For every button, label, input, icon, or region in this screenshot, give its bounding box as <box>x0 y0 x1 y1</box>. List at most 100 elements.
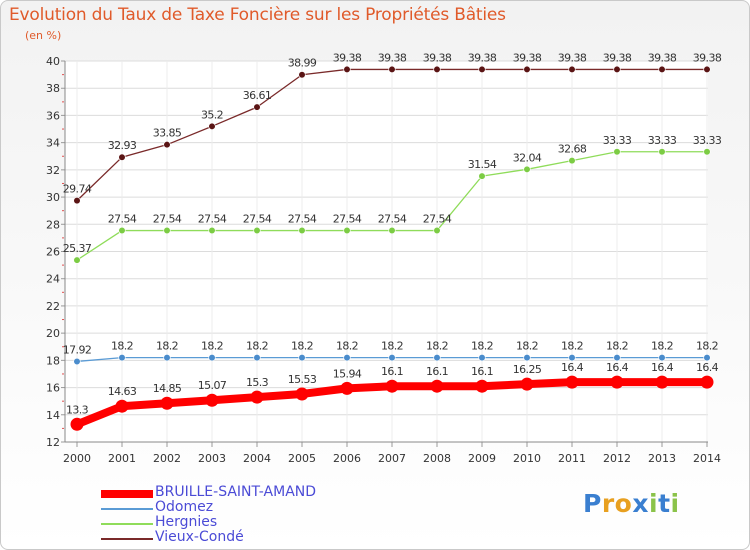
data-point <box>163 226 171 235</box>
data-point <box>703 65 711 74</box>
data-point <box>523 65 531 74</box>
y-tick-label: 32 <box>46 164 60 177</box>
data-label: 16.25 <box>513 363 542 376</box>
logo-letter: P <box>583 489 602 518</box>
data-point <box>433 65 441 74</box>
y-tick-label: 22 <box>46 300 60 313</box>
data-point <box>340 381 354 395</box>
legend-label: Hergnies <box>155 514 218 530</box>
x-tick-label: 2013 <box>648 452 676 465</box>
data-point <box>658 148 666 156</box>
data-point <box>295 387 309 401</box>
data-label: 33.33 <box>603 134 632 147</box>
data-label: 27.54 <box>423 213 452 226</box>
data-label: 14.63 <box>108 385 137 398</box>
y-tick-label: 34 <box>46 137 60 150</box>
data-point <box>613 354 621 362</box>
logo-letter: i <box>670 489 680 518</box>
data-label: 33.85 <box>153 127 182 140</box>
y-tick-label: 40 <box>46 55 60 68</box>
x-tick-label: 2006 <box>333 452 361 465</box>
data-label: 39.38 <box>603 51 632 64</box>
legend-label: Odomez <box>155 499 214 515</box>
y-tick-label: 28 <box>46 218 60 231</box>
y-tick-label: 18 <box>46 354 60 367</box>
data-point <box>163 354 171 362</box>
data-label: 39.38 <box>558 51 587 64</box>
y-tick-label: 36 <box>46 109 60 122</box>
x-tick-label: 2007 <box>378 452 406 465</box>
data-point <box>388 354 396 362</box>
y-axis-unit-label: (en %) <box>25 29 62 42</box>
data-label: 17.92 <box>63 343 92 356</box>
logo-letter: x <box>632 489 649 518</box>
data-point <box>73 357 81 366</box>
data-point <box>568 157 576 165</box>
y-tick-label: 20 <box>46 327 60 340</box>
data-point <box>565 375 579 389</box>
data-label: 35.2 <box>201 108 223 121</box>
data-point <box>658 354 666 362</box>
data-point <box>205 393 219 407</box>
logo-letter: r <box>601 489 615 518</box>
data-label: 31.54 <box>468 158 497 171</box>
y-tick-label: 12 <box>46 436 60 449</box>
data-label: 15.53 <box>288 373 317 386</box>
data-label: 39.38 <box>513 51 542 64</box>
logo-letter: t <box>658 489 671 518</box>
data-label: 27.54 <box>153 213 182 226</box>
y-tick-label: 24 <box>46 273 60 286</box>
data-label: 32.04 <box>513 151 542 164</box>
y-tick-label: 38 <box>46 82 60 95</box>
x-tick-label: 2001 <box>108 452 136 465</box>
y-tick-label: 14 <box>46 409 60 422</box>
x-tick-label: 2002 <box>153 452 181 465</box>
data-label: 29.74 <box>63 183 92 196</box>
chart-title: Evolution du Taux de Taxe Foncière sur l… <box>9 5 506 25</box>
data-point <box>568 354 576 362</box>
legend-swatch <box>101 523 153 525</box>
data-label: 27.54 <box>378 213 407 226</box>
data-point <box>118 153 126 161</box>
x-tick-label: 2000 <box>63 452 91 465</box>
logo-letter: o <box>614 489 633 518</box>
data-point <box>388 226 396 235</box>
data-label: 15.07 <box>198 379 227 392</box>
legend-label: Vieux-Condé <box>155 529 244 545</box>
data-point <box>70 417 84 431</box>
data-point <box>298 354 306 362</box>
x-tick-label: 2009 <box>468 452 496 465</box>
data-label: 33.33 <box>648 134 677 147</box>
data-label: 18.2 <box>561 340 583 353</box>
data-point <box>73 256 81 264</box>
data-label: 18.2 <box>156 340 178 353</box>
data-label: 27.54 <box>108 213 137 226</box>
data-label: 16.1 <box>381 365 403 378</box>
data-label: 27.54 <box>333 213 362 226</box>
data-label: 16.4 <box>651 361 674 374</box>
data-point <box>298 226 306 235</box>
data-label: 18.2 <box>336 340 358 353</box>
data-label: 18.2 <box>291 340 313 353</box>
data-point <box>520 377 534 391</box>
data-point <box>523 354 531 362</box>
data-label: 15.3 <box>246 376 269 389</box>
data-point <box>610 375 624 389</box>
data-point <box>118 226 126 235</box>
data-point <box>613 65 621 74</box>
x-tick-label: 2008 <box>423 452 451 465</box>
data-label: 39.38 <box>378 51 407 64</box>
data-point <box>253 354 261 362</box>
x-tick-label: 2004 <box>243 452 271 465</box>
data-label: 38.99 <box>288 57 317 70</box>
data-label: 16.4 <box>696 361 719 374</box>
logo-letter: i <box>649 489 659 518</box>
data-label: 39.38 <box>333 51 362 64</box>
data-label: 15.94 <box>333 367 362 380</box>
data-label: 18.2 <box>651 340 673 353</box>
data-label: 36.61 <box>243 89 272 102</box>
data-point <box>163 141 171 149</box>
data-point <box>343 65 351 74</box>
